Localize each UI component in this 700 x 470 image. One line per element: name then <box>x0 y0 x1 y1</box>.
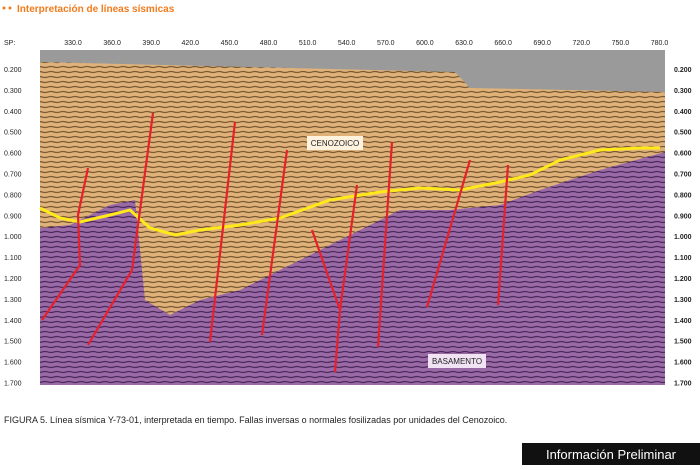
bullet <box>2 6 6 10</box>
time-tick-label: 0.500 <box>674 130 692 137</box>
time-tick-label: 1.100 <box>674 255 692 262</box>
time-tick-label: 0.900 <box>4 213 22 220</box>
time-tick-label: 1.200 <box>4 276 22 283</box>
sp-tick-label: 780.0 <box>651 40 669 47</box>
time-tick-label: 0.600 <box>4 151 22 158</box>
sp-tick-label: 570.0 <box>377 40 395 47</box>
sp-tick-label: 360.0 <box>103 40 121 47</box>
sp-tick-label: 600.0 <box>416 40 434 47</box>
time-tick-label: 0.800 <box>674 192 692 199</box>
time-tick-label: 1.700 <box>674 381 692 388</box>
time-tick-label: 1.200 <box>674 276 692 283</box>
bullet <box>8 6 12 10</box>
time-tick-label: 0.900 <box>674 213 692 220</box>
label-box <box>307 136 363 150</box>
time-tick-label: 1.300 <box>4 297 22 304</box>
sp-tick-label: 330.0 <box>64 40 82 47</box>
sp-tick-label: 690.0 <box>533 40 551 47</box>
fault <box>338 184 359 311</box>
time-tick-label: 0.400 <box>4 109 22 116</box>
time-tick-label: 0.700 <box>4 172 22 179</box>
sp-tick-label: 420.0 <box>182 40 200 47</box>
time-tick-label: 1.600 <box>674 360 692 367</box>
axes: 330.0 360.0 390.0 420.0 450.0 480.0 510.0 540.0… <box>4 40 692 388</box>
time-tick-label: 0.800 <box>4 192 22 199</box>
fault <box>208 121 237 343</box>
fault <box>41 167 90 321</box>
fault <box>425 159 472 308</box>
time-tick-label: 1.600 <box>4 360 22 367</box>
fault <box>376 141 394 348</box>
time-tick-label: 1.700 <box>4 381 22 388</box>
time-tick-label: 1.100 <box>4 255 22 262</box>
unit-label: CENOZOICO <box>311 139 359 148</box>
time-tick-label: 1.000 <box>674 234 692 241</box>
time-tick-label: 1.400 <box>674 318 692 325</box>
sp-label: SP: <box>4 40 15 47</box>
fault <box>260 149 289 336</box>
basement-unit <box>40 152 665 385</box>
sp-tick-label: 510.0 <box>299 40 317 47</box>
time-tick-label: 0.500 <box>4 130 22 137</box>
horizon <box>39 146 660 237</box>
header-title: Interpretación de líneas sísmicas <box>17 4 175 15</box>
time-tick-label: 0.200 <box>674 67 692 74</box>
unit-label: BASAMENTO <box>432 357 482 366</box>
sp-tick-label: 450.0 <box>221 40 239 47</box>
badge-text: Información Preliminar <box>546 447 677 462</box>
sp-tick-label: 660.0 <box>494 40 512 47</box>
time-tick-label: 0.700 <box>674 172 692 179</box>
sp-tick-label: 540.0 <box>338 40 356 47</box>
sp-tick-label: 390.0 <box>142 40 160 47</box>
faults <box>41 112 510 373</box>
label-box <box>428 354 486 368</box>
time-tick-label: 1.500 <box>4 339 22 346</box>
sp-tick-label: 630.0 <box>455 40 473 47</box>
time-tick-label: 0.400 <box>674 109 692 116</box>
time-tick-label: 0.200 <box>4 67 22 74</box>
badge <box>522 443 700 465</box>
caption: FIGURA 5. Línea sísmica Y-73-01, interpr… <box>4 415 507 425</box>
time-tick-label: 0.600 <box>674 151 692 158</box>
sp-tick-label: 750.0 <box>612 40 630 47</box>
time-tick-label: 1.000 <box>4 234 22 241</box>
time-tick-label: 0.300 <box>4 88 22 95</box>
time-tick-label: 1.500 <box>674 339 692 346</box>
sp-tick-label: 480.0 <box>260 40 278 47</box>
fault <box>496 164 510 306</box>
fault <box>87 112 155 346</box>
time-tick-label: 1.400 <box>4 318 22 325</box>
seismic-section: CENOZOICO BASAMENTO <box>39 50 665 385</box>
time-tick-label: 0.300 <box>674 88 692 95</box>
sp-tick-label: 720.0 <box>573 40 591 47</box>
time-tick-label: 1.300 <box>674 297 692 304</box>
